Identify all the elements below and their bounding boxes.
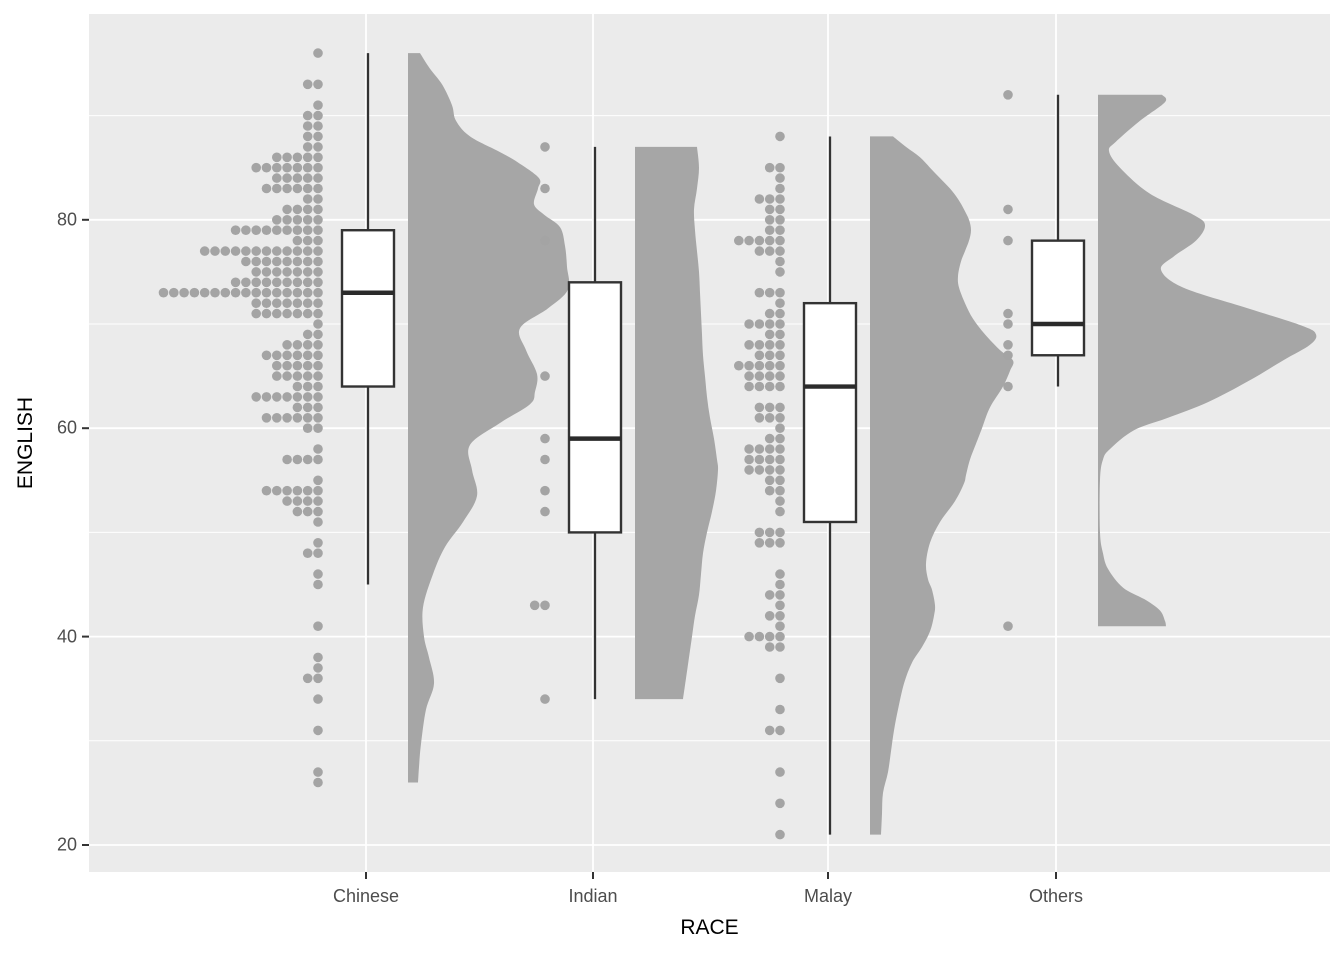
dotplot-chinese bbox=[158, 48, 323, 788]
boxplot-others bbox=[1030, 94, 1086, 387]
y-tick-label-60: 60 bbox=[56, 417, 77, 438]
boxplot-indian bbox=[567, 146, 623, 700]
y-axis-title: ENGLISH bbox=[14, 396, 37, 490]
group-others bbox=[1003, 90, 1317, 631]
x-tick-label-chinese: Chinese bbox=[332, 886, 400, 906]
axis-tick-marks bbox=[82, 218, 1057, 879]
dotplot-others bbox=[1003, 90, 1013, 631]
group-chinese bbox=[158, 48, 570, 788]
group-malay bbox=[734, 131, 1014, 840]
box-iqr bbox=[1030, 239, 1086, 357]
violin-others bbox=[1098, 94, 1317, 627]
group-indian bbox=[529, 142, 719, 704]
boxplot-chinese bbox=[340, 53, 396, 585]
box-iqr bbox=[567, 281, 623, 534]
y-tick-label-40: 40 bbox=[56, 626, 77, 647]
y-tick-label-20: 20 bbox=[56, 834, 77, 855]
box-iqr bbox=[802, 301, 858, 524]
violin-indian bbox=[635, 146, 719, 700]
violin-malay bbox=[870, 136, 1014, 835]
y-tick-label-80: 80 bbox=[56, 209, 77, 230]
box-iqr bbox=[340, 229, 396, 388]
violin-chinese bbox=[408, 53, 570, 783]
dotplot-indian bbox=[529, 142, 550, 704]
x-axis-title: RACE bbox=[680, 916, 739, 939]
x-tick-label-others: Others bbox=[1028, 886, 1084, 906]
boxplot-malay bbox=[802, 136, 858, 835]
dotplot-malay bbox=[734, 131, 785, 840]
x-tick-label-malay: Malay bbox=[803, 886, 853, 906]
x-tick-label-indian: Indian bbox=[568, 886, 618, 906]
